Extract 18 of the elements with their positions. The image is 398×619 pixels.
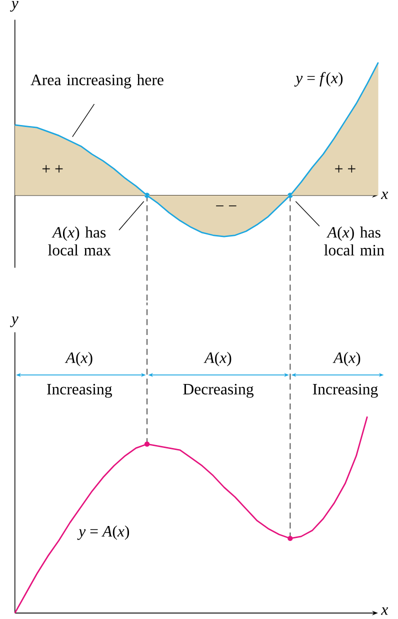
- text: A(x): [204, 352, 232, 366]
- annotation: Area increasing here: [30, 74, 164, 88]
- x-axis-title: x: [381, 607, 388, 615]
- y-axis-title: y: [10, 316, 18, 328]
- annotation: y = f(x): [294, 72, 343, 87]
- annotation: − −: [216, 205, 236, 206]
- annotation: A(x) has local min: [324, 226, 384, 256]
- x-axis-title: x: [381, 192, 388, 200]
- annotation: + +: [335, 165, 356, 172]
- text: A(x): [64, 352, 92, 366]
- text: A(x): [332, 352, 360, 366]
- text: Increasing: [312, 384, 378, 398]
- annotation: + +: [42, 165, 63, 172]
- text: Increasing: [47, 384, 112, 398]
- annotation: y = A(x): [77, 525, 130, 540]
- annotation: A(x) has local max: [48, 226, 111, 256]
- text: Decreasing: [183, 384, 254, 398]
- y-axis-title: y: [10, 0, 18, 12]
